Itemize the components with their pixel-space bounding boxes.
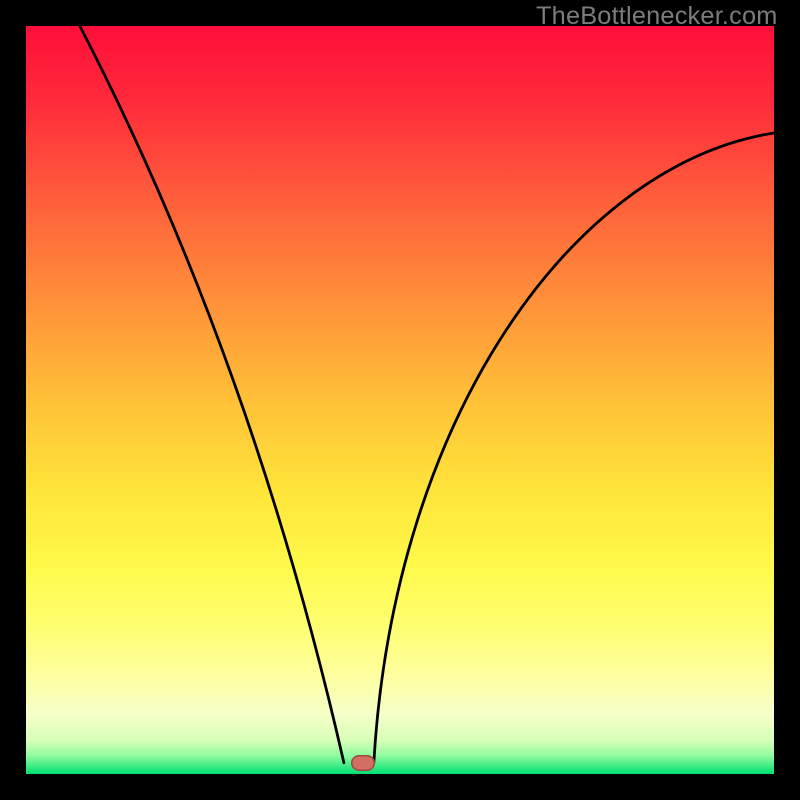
bottleneck-curve xyxy=(26,26,774,774)
plot-area xyxy=(26,26,774,774)
chart-frame: TheBottlenecker.com xyxy=(0,0,800,800)
watermark-text: TheBottlenecker.com xyxy=(536,2,778,31)
bottleneck-marker xyxy=(351,755,375,771)
